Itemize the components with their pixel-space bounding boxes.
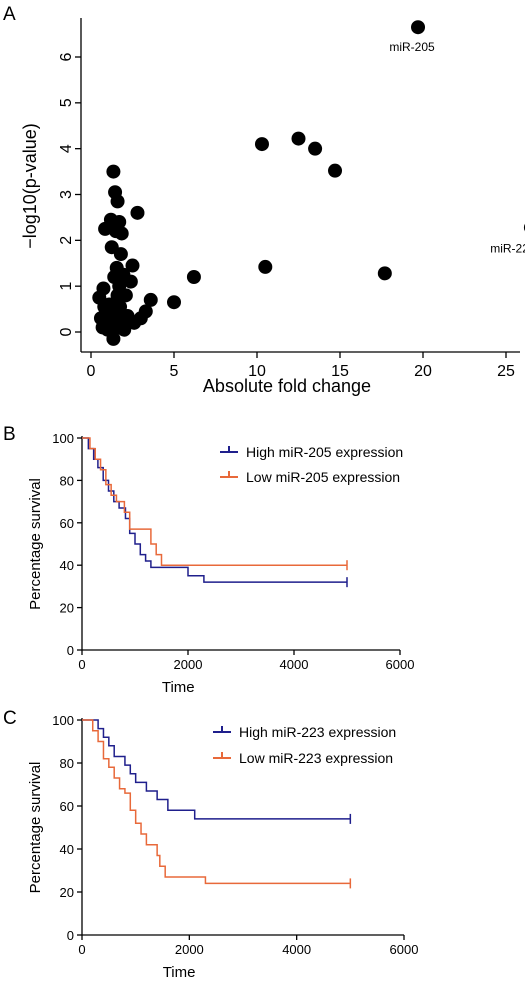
panel-letter-c: C [3, 708, 17, 729]
annotation-mir223: miR-223 [490, 242, 525, 256]
x-tick-label: 6000 [390, 942, 419, 957]
scatter-point [308, 141, 323, 156]
scatter-point [114, 226, 129, 241]
y-tick-label: 20 [60, 601, 74, 616]
legend-label: Low miR-223 expression [239, 750, 393, 766]
scatter-point [167, 295, 181, 310]
scatter-plot-panel: 0 1 2 3 4 5 6 0 5 10 15 20 25 Absolute fold change −lo… [20, 18, 525, 396]
scatter-point [118, 288, 133, 303]
y-axis-title: −log10(p-value) [20, 123, 40, 249]
x-tick-label: 15 [331, 363, 349, 380]
legend-label: High miR-223 expression [239, 724, 396, 740]
y-tick-label: 0 [67, 643, 74, 658]
scatter-point [258, 259, 273, 274]
x-tick-label: 10 [248, 363, 266, 380]
x-tick-label: 20 [414, 363, 432, 380]
scatter-point [123, 274, 138, 289]
survival-curve-1 [82, 719, 351, 885]
scatter-point [143, 292, 158, 307]
y-tick-label: 80 [60, 756, 74, 771]
y-tick-label: 20 [60, 885, 74, 900]
y-tick-label: 6 [58, 52, 75, 61]
annotation-mir205: miR-205 [389, 40, 435, 54]
legend-label: High miR-205 expression [246, 444, 403, 460]
x-tick-label: 2000 [174, 657, 203, 672]
y-axis-title: Percentage survival [27, 478, 44, 610]
scatter-point [328, 163, 343, 178]
scatter-point [113, 247, 128, 262]
scatter-point [130, 205, 145, 220]
y-tick-label: 80 [60, 473, 74, 488]
y-tick-label: 0 [67, 928, 74, 943]
y-tick-label: 40 [60, 842, 74, 857]
scatter-point [96, 281, 111, 296]
scatter-point [125, 258, 140, 273]
y-tick-label: 2 [58, 236, 75, 245]
x-axis-title: Time [162, 679, 195, 696]
survival-plot-mir223: 0 20 40 60 80 100 0 2000 4000 6000 Time Percentage … [27, 713, 418, 981]
y-tick-label: 0 [58, 327, 75, 336]
scatter-point [377, 266, 392, 281]
y-tick-label: 5 [58, 98, 75, 107]
x-tick-label: 0 [78, 657, 85, 672]
y-tick-label: 1 [58, 282, 75, 291]
panel-letter-b: B [3, 424, 16, 445]
survival-curve-0 [82, 719, 351, 820]
scatter-point [117, 322, 132, 337]
y-tick-label: 4 [58, 144, 75, 153]
panel-letter-a: A [3, 4, 16, 25]
scatter-point [110, 194, 125, 209]
y-tick-label: 60 [60, 799, 74, 814]
x-tick-label: 0 [87, 363, 96, 380]
x-tick-label: 4000 [282, 942, 311, 957]
survival-curve-0 [82, 437, 347, 583]
x-axis-title: Absolute fold change [203, 376, 371, 396]
y-tick-label: 60 [60, 516, 74, 531]
survival-plot-mir205: 0 20 40 60 80 100 0 2000 4000 6000 Time Percentage … [27, 431, 414, 696]
scatter-point [112, 215, 127, 229]
scatter-point [106, 164, 121, 179]
y-tick-label: 3 [58, 190, 75, 199]
legend-label: Low miR-205 expression [246, 469, 400, 485]
y-tick-label: 100 [52, 713, 74, 728]
y-tick-label: 40 [60, 558, 74, 573]
x-tick-label: 0 [78, 942, 85, 957]
x-tick-label: 25 [497, 363, 515, 380]
scatter-point [138, 304, 153, 319]
y-axis-title: Percentage survival [27, 762, 44, 894]
scatter-point [291, 131, 306, 146]
x-tick-label: 5 [170, 363, 179, 380]
scatter-point [186, 270, 201, 284]
x-tick-label: 2000 [175, 942, 204, 957]
x-tick-label: 6000 [386, 657, 415, 672]
scatter-point [411, 20, 426, 35]
x-tick-label: 4000 [280, 657, 309, 672]
scatter-point [254, 137, 269, 152]
y-tick-label: 100 [52, 431, 74, 446]
scatter-point [106, 331, 121, 346]
x-axis-title: Time [163, 964, 196, 981]
survival-curve-1 [82, 437, 347, 566]
